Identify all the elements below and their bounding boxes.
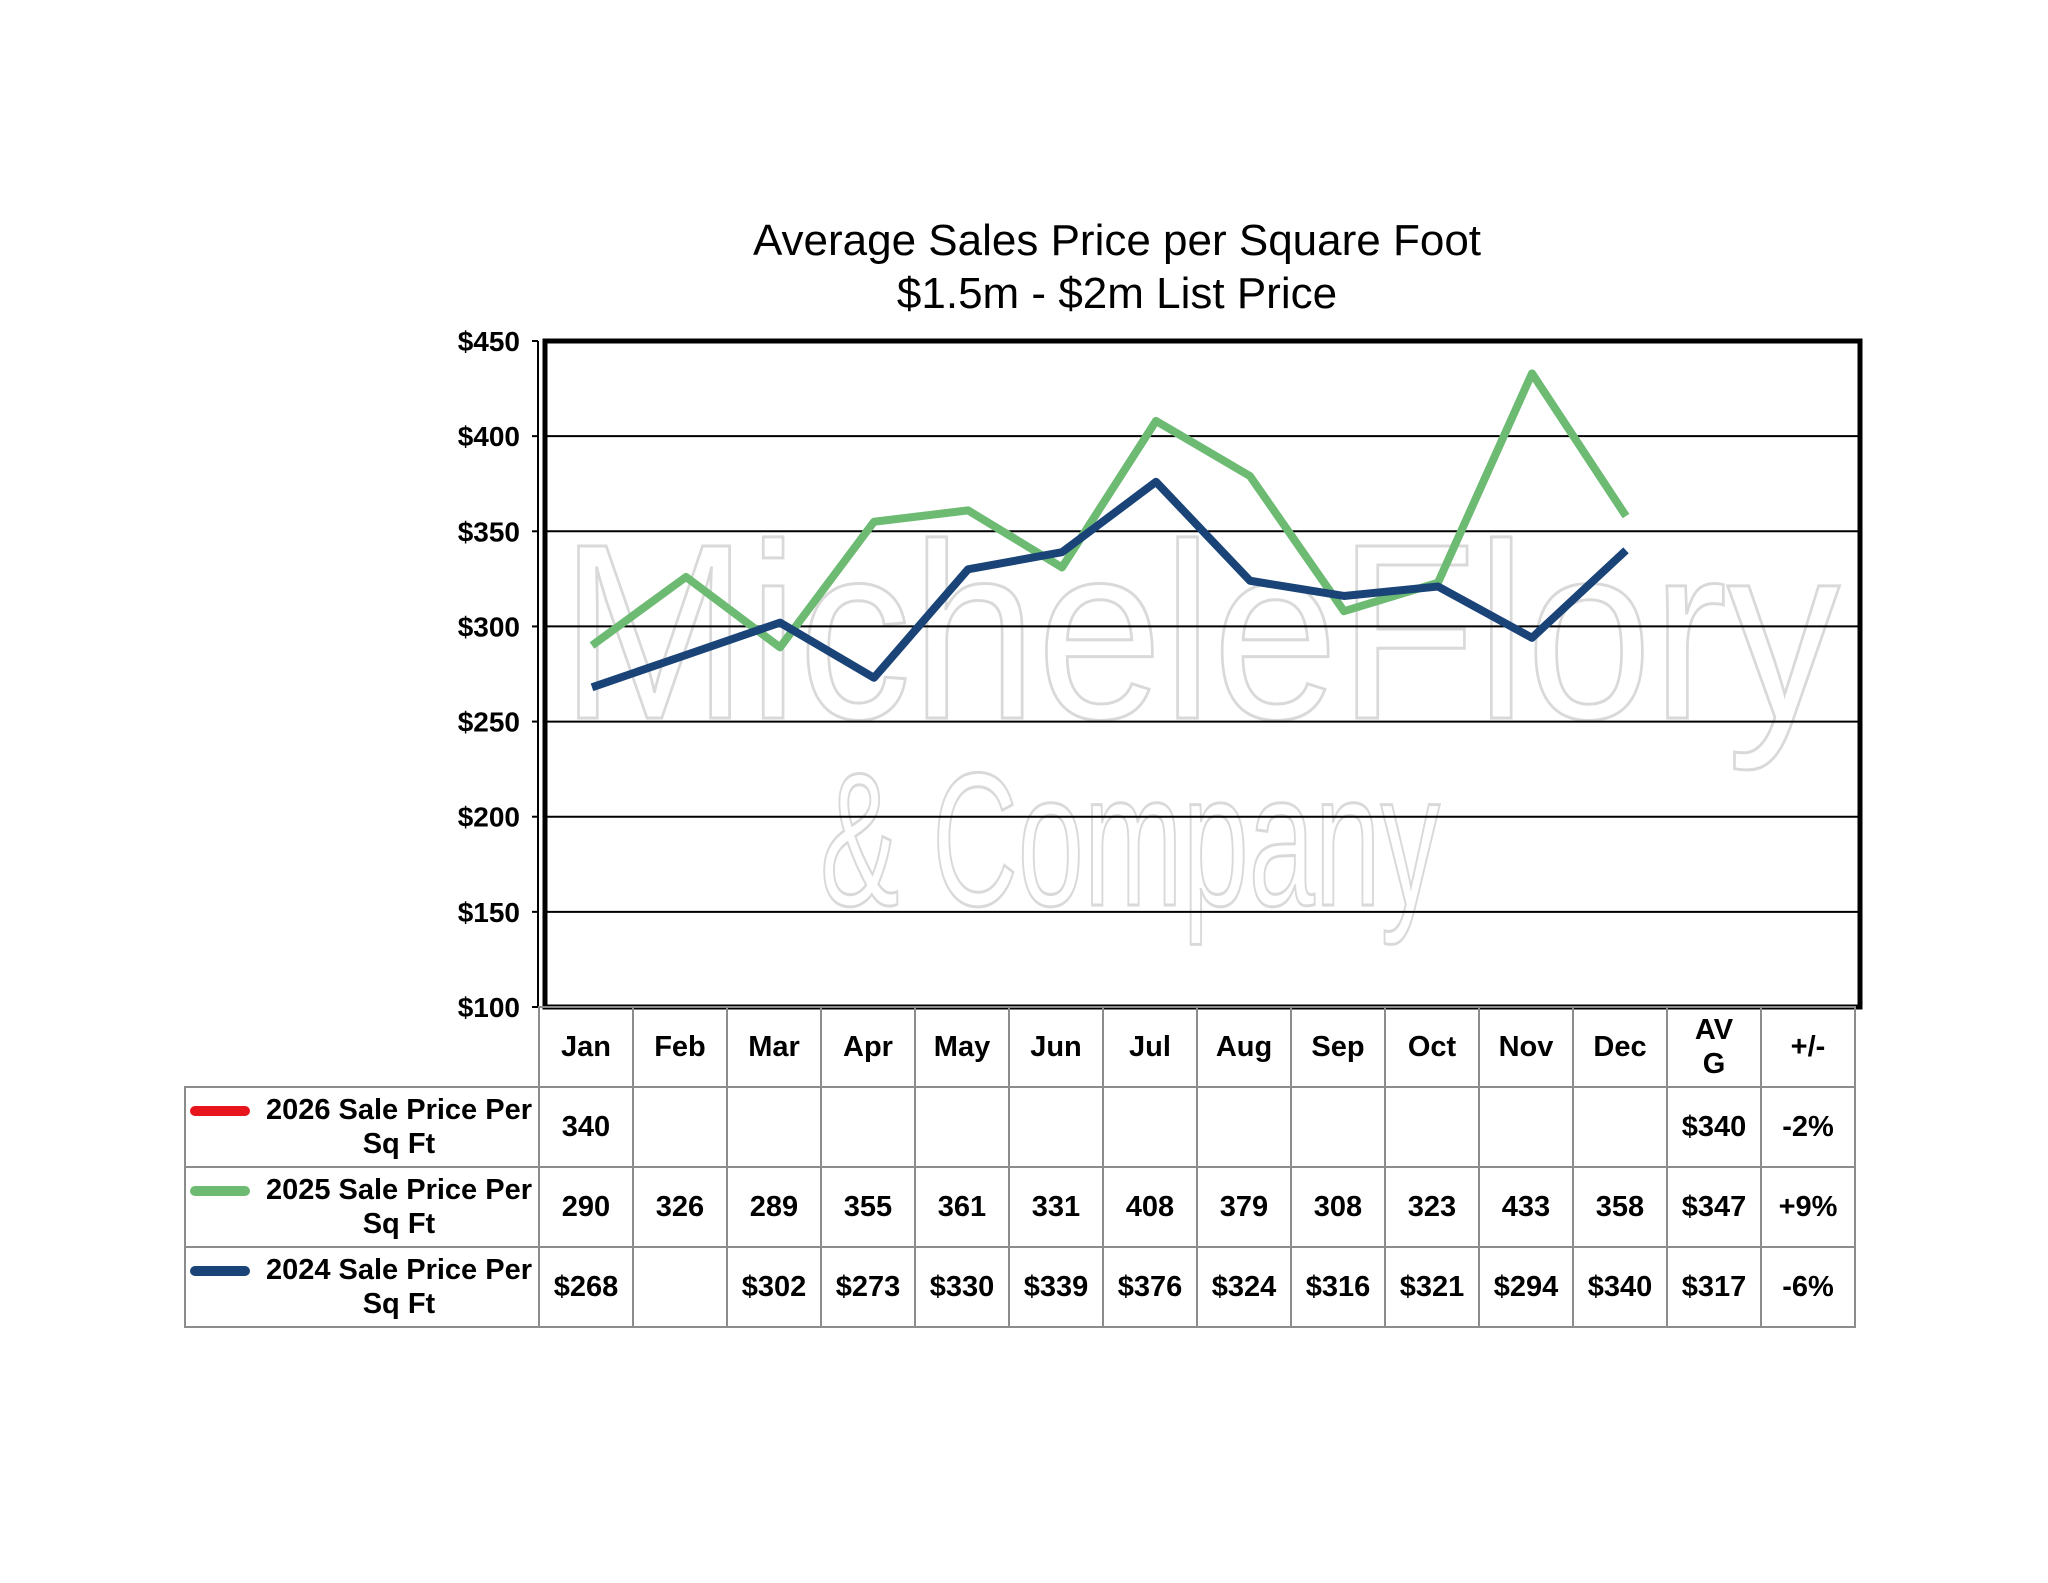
table-cell: $302 [726, 1246, 822, 1328]
table-cell: $376 [1102, 1246, 1198, 1328]
table-cell: 358 [1572, 1166, 1668, 1248]
table-cell: 408 [1102, 1166, 1198, 1248]
table-cell [1196, 1086, 1292, 1168]
table-cell: $340 [1666, 1086, 1762, 1168]
table-cell: 323 [1384, 1166, 1480, 1248]
table-cell [632, 1246, 728, 1328]
table-header-cell: Jul [1102, 1006, 1198, 1088]
table-cell: $294 [1478, 1246, 1574, 1328]
table-cell: $347 [1666, 1166, 1762, 1248]
watermark-text-line2: & Company [820, 734, 1440, 946]
y-tick-label: $250 [458, 707, 520, 738]
table-cell: $317 [1666, 1246, 1762, 1328]
y-axis-ticks: $450 $400 $350 $300 $250 $200 $150 $100 [458, 326, 538, 1023]
table-cell [1384, 1086, 1480, 1168]
table-row: 2026 Sale Price Per Sq Ft 340 $340 -2% [184, 1086, 1856, 1168]
chart-subtitle-line: $1.5m - $2m List Price [897, 269, 1337, 318]
table-cell: 326 [632, 1166, 728, 1248]
y-tick-label: $200 [458, 802, 520, 833]
legend-swatch [190, 1186, 250, 1196]
table-cell [1102, 1086, 1198, 1168]
table-row: 2024 Sale Price Per Sq Ft $268 $302 $273 $330… [184, 1246, 1856, 1328]
table-cell: $330 [914, 1246, 1010, 1328]
table-cell: 379 [1196, 1166, 1292, 1248]
y-tick-label: $150 [458, 897, 520, 928]
table-row: 2025 Sale Price Per Sq Ft 290 326 289 355 361 3… [184, 1166, 1856, 1248]
y-tick-label: $100 [458, 992, 520, 1023]
table-cell: $339 [1008, 1246, 1104, 1328]
table-header-cell: Jun [1008, 1006, 1104, 1088]
series-label: 2026 Sale Price Per Sq Ft [265, 1094, 532, 1160]
table-cell: $321 [1384, 1246, 1480, 1328]
table-cell: -6% [1760, 1246, 1856, 1328]
table-cell: 355 [820, 1166, 916, 1248]
legend-swatch [190, 1266, 250, 1276]
table-header-cell: Dec [1572, 1006, 1668, 1088]
table-cell: 340 [538, 1086, 634, 1168]
table-cell: 331 [1008, 1166, 1104, 1248]
table-cell: $273 [820, 1246, 916, 1328]
series-label-cell: 2025 Sale Price Per Sq Ft [184, 1166, 540, 1248]
table-header-cell: Sep [1290, 1006, 1386, 1088]
data-table: Jan Feb Mar Apr May Jun Jul Aug Sep Oct Nov Dec AV G +… [184, 1006, 1856, 1328]
table-header-cell: Nov [1478, 1006, 1574, 1088]
table-cell [820, 1086, 916, 1168]
series-lines [589, 369, 1630, 692]
table-cell: $316 [1290, 1246, 1386, 1328]
company-watermark: MicheleFlory & Company [559, 491, 1842, 948]
table-header-cell: +/- [1760, 1006, 1856, 1088]
table-header-cell: Oct [1384, 1006, 1480, 1088]
table-cell [726, 1086, 822, 1168]
series-label-cell: 2024 Sale Price Per Sq Ft [184, 1246, 540, 1328]
watermark-text-line1: MicheleFlory [560, 492, 1840, 771]
table-header-cell: May [914, 1006, 1010, 1088]
table-cell: 433 [1478, 1166, 1574, 1248]
series-line [590, 477, 1629, 692]
table-cell: $324 [1196, 1246, 1292, 1328]
table-header-cell: Aug [1196, 1006, 1292, 1088]
table-header-row: Jan Feb Mar Apr May Jun Jul Aug Sep Oct Nov Dec AV G +… [185, 1006, 1856, 1088]
table-cell: 361 [914, 1166, 1010, 1248]
y-tick-label: $350 [458, 516, 520, 547]
chart-title: Average Sales Price per Square Foot $1.5… [753, 216, 1481, 318]
legend-swatch [190, 1106, 250, 1116]
table-header-cell: Mar [726, 1006, 822, 1088]
table-cell [1008, 1086, 1104, 1168]
table-cell: -2% [1760, 1086, 1856, 1168]
table-cell [1478, 1086, 1574, 1168]
table-cell [1290, 1086, 1386, 1168]
series-label-cell: 2026 Sale Price Per Sq Ft [184, 1086, 540, 1168]
table-cell: $340 [1572, 1246, 1668, 1328]
table-cell: 308 [1290, 1166, 1386, 1248]
table-cell: 290 [538, 1166, 634, 1248]
table-cell: $268 [538, 1246, 634, 1328]
y-tick-label: $400 [458, 421, 520, 452]
chart-title-line: Average Sales Price per Square Foot [753, 216, 1481, 265]
y-tick-label: $450 [458, 326, 520, 357]
table-cell [914, 1086, 1010, 1168]
series-line [589, 369, 1630, 652]
table-cell [632, 1086, 728, 1168]
table-corner-cell [185, 1007, 539, 1087]
y-tick-label: $300 [458, 611, 520, 642]
table-header-cell: AV G [1666, 1006, 1762, 1088]
table-cell [1572, 1086, 1668, 1168]
table-cell: +9% [1760, 1166, 1856, 1248]
table-header-cell: Feb [632, 1006, 728, 1088]
table-cell: 289 [726, 1166, 822, 1248]
series-label: 2025 Sale Price Per Sq Ft [265, 1174, 532, 1240]
series-label: 2024 Sale Price Per Sq Ft [265, 1254, 532, 1320]
table-header-cell: Apr [820, 1006, 916, 1088]
table-header-cell: Jan [538, 1006, 634, 1088]
